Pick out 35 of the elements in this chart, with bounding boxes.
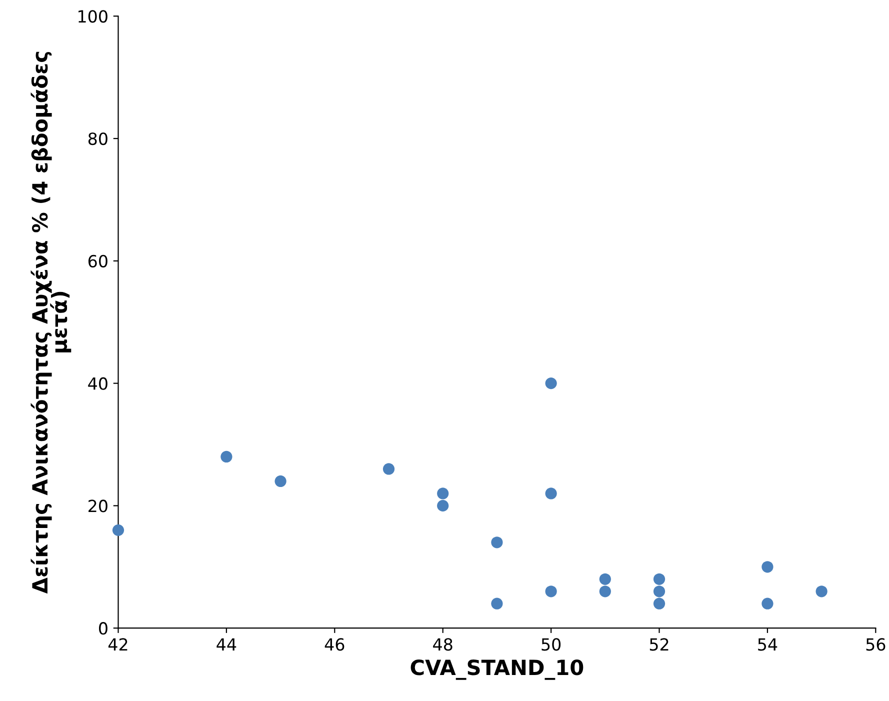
point <box>545 377 557 390</box>
point <box>762 561 774 573</box>
x-axis-title: CVA_STAND_10 <box>410 660 584 680</box>
y-axis-title: Δείκτης Ανικανότητας Αυχένα % (4 εβδομάδες μετά) <box>30 52 72 594</box>
x-tick-label: 54 <box>758 638 778 651</box>
point <box>816 586 828 598</box>
point <box>274 475 286 488</box>
point <box>653 573 666 585</box>
x-tick-label: 44 <box>216 638 236 650</box>
x-tick-label: 50 <box>542 638 561 651</box>
point <box>220 450 232 463</box>
y-tick-label: 80 <box>88 132 108 146</box>
point <box>653 586 666 598</box>
point <box>112 524 124 536</box>
point <box>545 488 557 500</box>
point <box>762 598 774 610</box>
point <box>491 598 503 610</box>
point <box>437 500 449 512</box>
x-tick-label: 46 <box>324 638 344 651</box>
y-tick-label: 60 <box>88 254 108 268</box>
y-tick-label: 100 <box>78 10 108 23</box>
point <box>653 598 666 610</box>
x-tick-label: 42 <box>108 638 128 650</box>
point <box>491 536 503 548</box>
point <box>599 573 611 585</box>
y-tick-label: 20 <box>88 500 108 512</box>
point <box>437 488 449 500</box>
x-tick-label: 52 <box>650 638 668 651</box>
point <box>599 586 611 598</box>
x-tick-label: 56 <box>866 638 886 651</box>
point <box>545 586 557 598</box>
y-tick-label: 0 <box>99 622 108 635</box>
point <box>382 463 395 475</box>
y-tick-label: 40 <box>88 377 108 390</box>
x-tick-label: 48 <box>433 638 452 651</box>
